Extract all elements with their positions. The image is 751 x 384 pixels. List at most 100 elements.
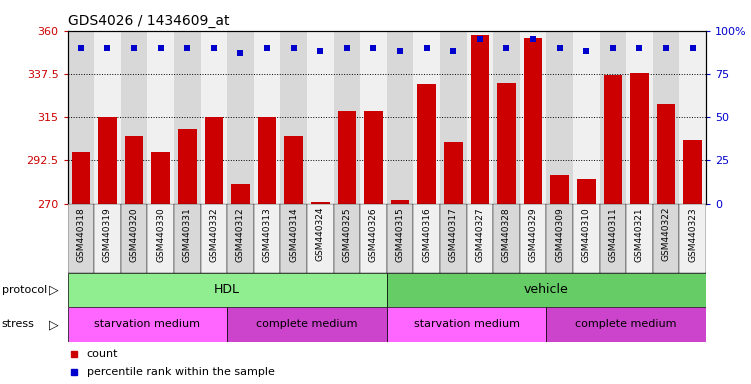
Bar xyxy=(493,204,520,273)
Text: GSM440313: GSM440313 xyxy=(263,207,272,262)
Bar xyxy=(228,307,387,342)
Bar xyxy=(98,117,117,204)
Bar xyxy=(174,31,201,204)
Bar xyxy=(337,111,356,204)
Text: GSM440329: GSM440329 xyxy=(529,207,538,262)
Bar xyxy=(125,136,143,204)
Bar xyxy=(573,31,599,204)
Bar xyxy=(387,31,413,204)
Bar xyxy=(152,152,170,204)
Text: complete medium: complete medium xyxy=(256,319,357,329)
Bar xyxy=(311,202,330,204)
Bar xyxy=(280,31,307,204)
Bar xyxy=(121,204,147,273)
Bar xyxy=(497,83,516,204)
Bar xyxy=(333,31,360,204)
Bar xyxy=(258,117,276,204)
Text: stress: stress xyxy=(2,319,35,329)
Text: count: count xyxy=(87,349,118,359)
Bar xyxy=(231,184,250,204)
Bar xyxy=(94,204,121,273)
Text: GSM440328: GSM440328 xyxy=(502,207,511,262)
Text: GSM440311: GSM440311 xyxy=(608,207,617,262)
Text: HDL: HDL xyxy=(214,283,240,296)
Text: vehicle: vehicle xyxy=(524,283,569,296)
Text: GSM440309: GSM440309 xyxy=(555,207,564,262)
Bar xyxy=(656,104,675,204)
Bar xyxy=(228,31,254,204)
Text: GSM440315: GSM440315 xyxy=(396,207,405,262)
Bar xyxy=(364,111,383,204)
Bar xyxy=(466,204,493,273)
Bar xyxy=(418,84,436,204)
Bar xyxy=(626,204,653,273)
Text: GSM440320: GSM440320 xyxy=(130,207,139,262)
Bar xyxy=(360,204,387,273)
Bar xyxy=(630,73,649,204)
Bar xyxy=(68,307,228,342)
Bar xyxy=(391,200,409,204)
Text: GSM440314: GSM440314 xyxy=(289,207,298,262)
Bar xyxy=(174,204,201,273)
Text: GSM440319: GSM440319 xyxy=(103,207,112,262)
Text: starvation medium: starvation medium xyxy=(95,319,201,329)
Text: GSM440325: GSM440325 xyxy=(342,207,351,262)
Bar xyxy=(201,204,228,273)
Text: GSM440312: GSM440312 xyxy=(236,207,245,262)
Bar xyxy=(147,204,174,273)
Bar xyxy=(413,204,440,273)
Bar xyxy=(680,204,706,273)
Text: GSM440316: GSM440316 xyxy=(422,207,431,262)
Text: ▷: ▷ xyxy=(50,283,59,296)
Bar xyxy=(577,179,596,204)
Bar xyxy=(653,204,680,273)
Bar xyxy=(683,140,702,204)
Text: GSM440330: GSM440330 xyxy=(156,207,165,262)
Bar xyxy=(254,31,280,204)
Bar xyxy=(178,129,197,204)
Bar xyxy=(387,273,706,307)
Bar xyxy=(547,307,706,342)
Bar xyxy=(121,31,147,204)
Text: GSM440322: GSM440322 xyxy=(662,207,671,262)
Bar xyxy=(280,204,307,273)
Bar xyxy=(547,204,573,273)
Bar xyxy=(599,31,626,204)
Text: GSM440332: GSM440332 xyxy=(210,207,219,262)
Bar xyxy=(653,31,680,204)
Bar xyxy=(147,31,174,204)
Text: GSM440326: GSM440326 xyxy=(369,207,378,262)
Bar xyxy=(680,31,706,204)
Bar xyxy=(520,204,547,273)
Bar xyxy=(573,204,599,273)
Bar xyxy=(440,31,466,204)
Text: GSM440310: GSM440310 xyxy=(582,207,591,262)
Text: protocol: protocol xyxy=(2,285,47,295)
Bar xyxy=(471,35,489,204)
Bar xyxy=(307,204,333,273)
Text: GSM440323: GSM440323 xyxy=(688,207,697,262)
Bar xyxy=(387,307,547,342)
Bar xyxy=(360,31,387,204)
Bar xyxy=(228,204,254,273)
Bar xyxy=(599,204,626,273)
Text: GSM440318: GSM440318 xyxy=(77,207,86,262)
Bar xyxy=(604,75,622,204)
Bar xyxy=(413,31,440,204)
Bar xyxy=(547,31,573,204)
Bar xyxy=(307,31,333,204)
Bar xyxy=(204,117,223,204)
Text: GSM440327: GSM440327 xyxy=(475,207,484,262)
Bar xyxy=(626,31,653,204)
Text: GSM440324: GSM440324 xyxy=(315,207,324,262)
Text: GSM440321: GSM440321 xyxy=(635,207,644,262)
Text: GDS4026 / 1434609_at: GDS4026 / 1434609_at xyxy=(68,14,229,28)
Bar xyxy=(440,204,466,273)
Text: percentile rank within the sample: percentile rank within the sample xyxy=(87,366,275,377)
Bar xyxy=(68,204,94,273)
Bar xyxy=(466,31,493,204)
Text: ▷: ▷ xyxy=(50,318,59,331)
Bar xyxy=(493,31,520,204)
Bar xyxy=(94,31,121,204)
Bar xyxy=(254,204,280,273)
